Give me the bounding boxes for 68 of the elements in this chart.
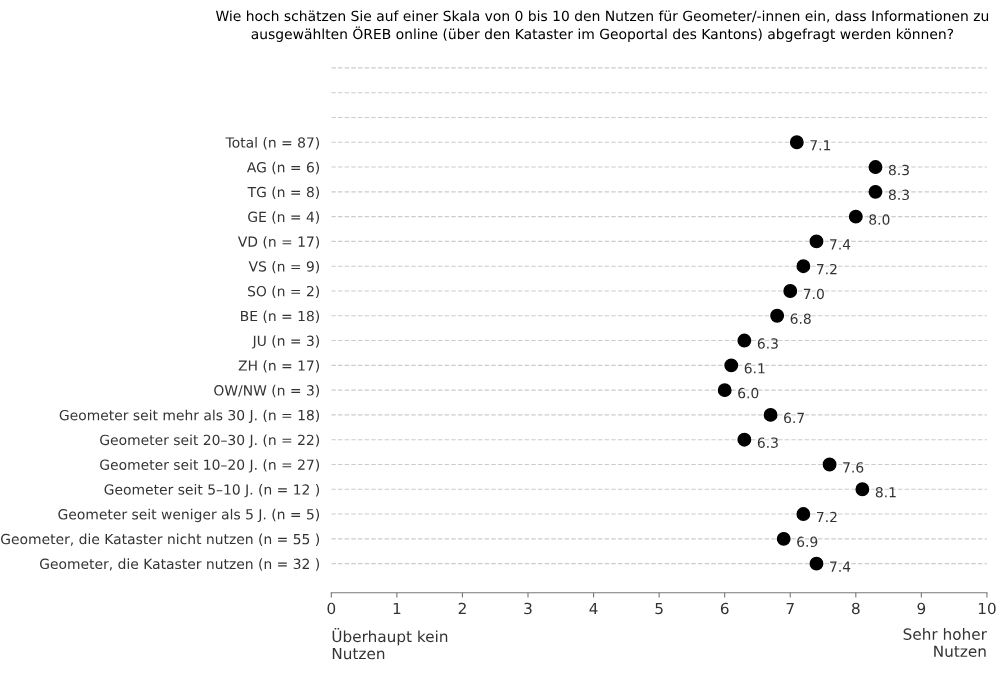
- y-tick-label: ZH (n = 17): [238, 360, 320, 373]
- point: [770, 308, 785, 323]
- data-label: 7.2: [817, 511, 837, 523]
- data-label: 7.4: [830, 239, 851, 250]
- x-tick-label: 2: [458, 602, 466, 615]
- point: [848, 209, 863, 224]
- x-tick-label: 5: [655, 602, 663, 615]
- y-tick-label: JU (n = 3): [251, 335, 320, 349]
- point: [868, 160, 883, 175]
- chart-title: Wie hoch schätzen Sie auf einer Skala von 0 bis 10 den Nutzen für Geometer/-innen ein, dass Informationen zu ausgewählten ÖREB online (über den Kataster im Geoportal des Kantons) abgefragt werden können?: [215, 10, 989, 42]
- point: [796, 507, 811, 522]
- point: [809, 234, 824, 249]
- x-tick-label: 8: [851, 602, 860, 615]
- x-tick-label: 10: [978, 602, 996, 615]
- y-tick-label: AG (n = 6): [246, 161, 320, 175]
- point: [796, 259, 811, 274]
- data-label: 6.0: [738, 387, 759, 399]
- point: [776, 531, 791, 546]
- y-tick-label: VS (n = 9): [248, 260, 320, 274]
- y-tick-label: OW/NW (n = 3): [214, 384, 320, 398]
- point: [724, 358, 739, 373]
- point: [717, 383, 732, 398]
- x-tick-label: 0: [327, 602, 336, 615]
- y-tick-label: Geometer, die Kataster nicht nutzen (n = 55 ): [1, 533, 320, 546]
- data-label: 6.3: [757, 338, 778, 349]
- data-label: 7.0: [803, 288, 824, 300]
- y-tick-label: BE (n = 18): [241, 310, 320, 323]
- x-tick-label: 7: [786, 602, 794, 615]
- data-label: 6.9: [797, 536, 818, 548]
- point: [737, 432, 752, 447]
- point: [822, 457, 837, 472]
- y-tick-label: TG (n = 8): [247, 186, 320, 199]
- data-label: 7.2: [817, 263, 837, 275]
- text: Überhaupt kein Nutzen: [332, 628, 448, 660]
- data-label: 8.3: [888, 189, 909, 201]
- y-tick-label: Total (n = 87): [225, 136, 320, 150]
- data-label: 7.1: [810, 140, 831, 151]
- point: [809, 556, 824, 571]
- data-label: 6.8: [790, 313, 811, 324]
- y-tick-label: Geometer seit mehr als 30 J. (n = 18): [59, 409, 320, 423]
- x-tick-label: 6: [720, 602, 729, 615]
- y-tick-label: Geometer seit weniger als 5 J. (n = 5): [58, 508, 320, 523]
- data-label: 7.4: [830, 561, 851, 572]
- data-label: 7.6: [843, 462, 864, 473]
- x-tick-label: 3: [524, 602, 532, 615]
- y-tick-label: Geometer seit 5–10 J. (n = 12 ): [104, 483, 320, 498]
- x-tick-label: 4: [589, 602, 598, 615]
- y-tick-label: VD (n = 17): [237, 236, 320, 249]
- x-tick-label: 1: [393, 602, 401, 615]
- point: [855, 482, 870, 497]
- data-label: 6.7: [784, 412, 804, 424]
- data-label: 6.1: [744, 363, 765, 374]
- text: Sehr hoher Nutzen: [903, 628, 987, 657]
- data-label: 8.1: [875, 486, 896, 498]
- x-tick-label: 9: [917, 602, 926, 615]
- data-label: 6.3: [757, 437, 778, 448]
- point: [737, 333, 752, 348]
- point: [763, 407, 778, 422]
- y-tick-label: Geometer seit 10–20 J. (n = 27): [100, 459, 320, 473]
- y-tick-label: Geometer, die Kataster nutzen (n = 32 ): [39, 558, 320, 571]
- data-label: 8.3: [888, 164, 909, 176]
- point: [783, 284, 798, 298]
- point: [868, 184, 883, 199]
- point: [789, 135, 804, 150]
- data-label: 8.0: [869, 214, 890, 225]
- y-tick-label: Geometer seit 20–30 J. (n = 22): [100, 434, 320, 448]
- y-tick-label: GE (n = 4): [248, 211, 320, 224]
- y-tick-label: SO (n = 2): [248, 285, 320, 299]
